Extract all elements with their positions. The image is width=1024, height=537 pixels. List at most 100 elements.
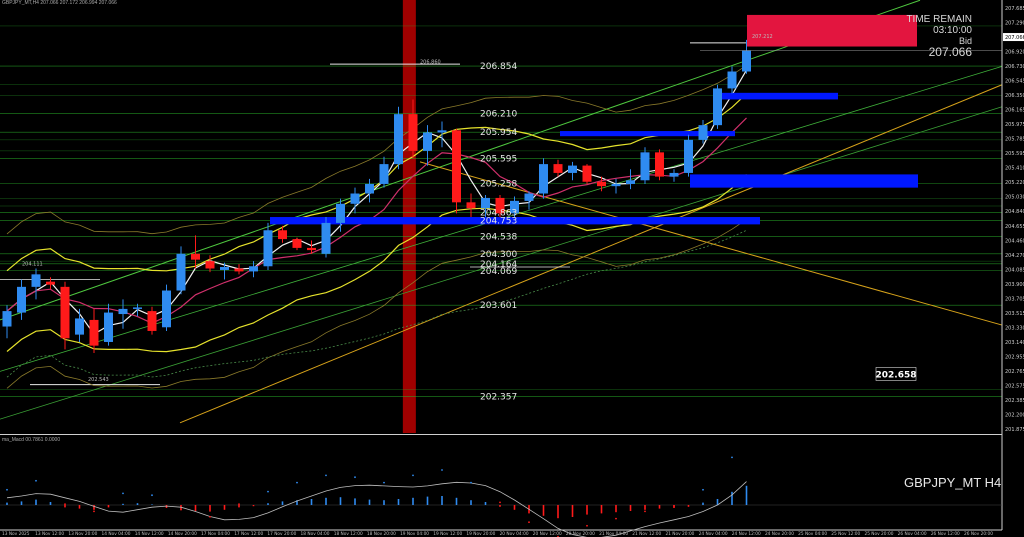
candle-body — [205, 261, 215, 269]
macd-dot — [6, 488, 8, 491]
macd-dot — [238, 503, 240, 506]
macd-signal-line — [6, 481, 747, 537]
price-tick-label: 205.030 — [1005, 195, 1024, 201]
candle-body — [481, 197, 490, 209]
price-tick-label: 207.685 — [1005, 6, 1024, 12]
time-axis: 13 Nov 2025 13 Nov 12:00 13 Nov 20:00 14 No… — [2, 531, 993, 537]
time-tick-label: 24 Nov 04:00 — [699, 531, 728, 537]
price-tick-label: 203.140 — [1005, 340, 1024, 346]
indicator-panel — [0, 456, 1002, 537]
candle-body — [423, 132, 432, 151]
ma-outer-lower-band — [6, 219, 747, 389]
candles-layer — [2, 39, 751, 353]
time-tick-label: 21 Nov 12:00 — [632, 531, 661, 537]
symbol-label: GBPJPY_MT H4 — [904, 475, 1002, 490]
price-level-label: 204.300 — [480, 250, 517, 260]
price-tick-label: 203.900 — [1005, 282, 1024, 288]
price-level-label: 204.164 — [480, 260, 517, 270]
time-tick-label: 17 Nov 20:00 — [267, 531, 296, 537]
candle-body — [510, 200, 519, 214]
candle-body — [452, 130, 461, 203]
time-tick-label: 24 Nov 20:00 — [765, 531, 794, 537]
demand-zone — [560, 131, 735, 137]
time-tick-label: 14 Nov 12:00 — [135, 531, 164, 537]
price-tick-label: 206.730 — [1005, 64, 1024, 70]
price-tick-label: 204.085 — [1005, 267, 1024, 273]
candle-body — [698, 125, 708, 140]
candle-body — [437, 130, 447, 133]
candle-body — [568, 165, 577, 173]
chart-title-line: GBPJPY_MT,H4 207.066 207.172 206.994 207… — [2, 0, 117, 6]
candle-body — [220, 267, 229, 270]
ma-lower-band — [6, 174, 747, 353]
macd-dot — [499, 501, 501, 504]
price-level-label: 202.357 — [480, 393, 517, 403]
macd-dot — [702, 488, 704, 491]
time-remain-box: TIME REMAIN 03:10:00 Bid 207.066 — [862, 14, 972, 58]
candle-body — [176, 253, 186, 291]
macd-dot — [64, 503, 66, 506]
macd-dot — [209, 515, 211, 518]
bid-price-tag — [1003, 33, 1024, 42]
macd-dot — [412, 474, 414, 477]
candle-body — [31, 274, 41, 287]
candle-body — [191, 253, 200, 260]
time-tick-label: 19 Nov 04:00 — [400, 531, 429, 537]
candle-body — [727, 71, 737, 89]
time-tick-label: 18 Nov 20:00 — [367, 531, 396, 537]
price-labels-layer: 206.854 206.210 205.954 205.595 205.258 204.8… — [22, 34, 1002, 403]
macd-dot — [267, 490, 269, 493]
macd-dot — [441, 469, 443, 471]
candle-body — [597, 181, 606, 187]
price-tick-label: 203.330 — [1005, 325, 1024, 331]
candle-body — [336, 203, 345, 223]
price-tick-label: 205.785 — [1005, 137, 1024, 143]
price-tick-label: 206.165 — [1005, 108, 1024, 114]
marker-label: 202.543 — [88, 377, 109, 383]
price-tick-label: 204.460 — [1005, 238, 1024, 244]
macd-dot — [354, 476, 356, 479]
time-tick-label: 19 Nov 20:00 — [466, 531, 495, 537]
candle-body — [147, 311, 157, 331]
bid-label: Bid — [958, 36, 972, 46]
price-tick-label: 201.875 — [1005, 427, 1024, 433]
time-tick-label: 18 Nov 04:00 — [301, 531, 330, 537]
macd-dot — [470, 481, 472, 484]
time-tick-label: 18 Nov 12:00 — [334, 531, 363, 537]
candle-body — [582, 165, 592, 182]
price-level-label: 203.601 — [480, 301, 517, 311]
time-tick-label: 21 Nov 20:00 — [665, 531, 694, 537]
price-tick-label: 202.765 — [1005, 369, 1024, 375]
session-band — [402, 0, 416, 433]
candle-body — [2, 311, 12, 327]
candle-body — [263, 230, 273, 267]
candle-body — [249, 266, 258, 272]
candle-body — [278, 230, 287, 240]
time-tick-label: 21 Nov 04:00 — [599, 531, 628, 537]
time-tick-label: 20 Nov 12:00 — [533, 531, 562, 537]
candle-body — [684, 139, 693, 173]
candle-body — [713, 88, 722, 126]
macd-dot — [35, 479, 37, 482]
candle-body — [60, 286, 70, 339]
price-level-label: 204.069 — [480, 267, 517, 277]
ma-outer-upper-band — [6, 64, 747, 235]
time-tick-label: 25 Nov 12:00 — [831, 531, 860, 537]
ma-fast-line — [6, 69, 748, 335]
macd-dot — [93, 510, 95, 513]
time-tick-label: 20 Nov 20:00 — [566, 531, 595, 537]
candle-body — [104, 312, 113, 342]
macd-dot — [673, 505, 675, 507]
time-tick-label: 24 Nov 12:00 — [732, 531, 761, 537]
candle-body — [626, 180, 635, 184]
macd-dot — [180, 508, 182, 511]
candle-body — [553, 164, 563, 173]
trendline-orange — [179, 84, 1003, 424]
marker-label: 207.212 — [752, 34, 773, 40]
candle-body — [17, 286, 26, 313]
time-tick-label: 14 Nov 20:00 — [168, 531, 197, 537]
price-level-label: 204.753 — [480, 216, 517, 226]
candle-body — [611, 183, 621, 187]
supply-zone — [747, 14, 917, 47]
